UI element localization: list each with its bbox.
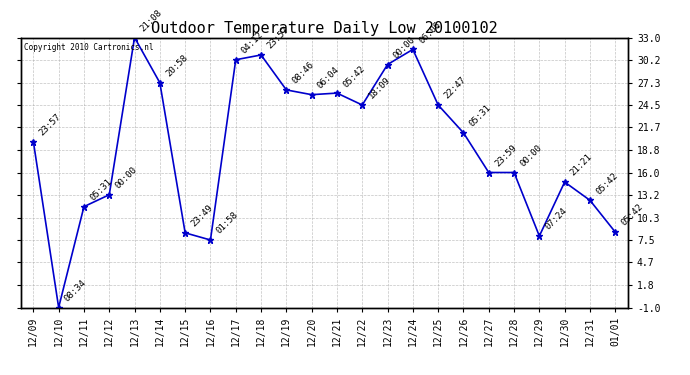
Text: 01:58: 01:58: [215, 210, 240, 236]
Text: 07:24: 07:24: [544, 207, 569, 232]
Text: 00:00: 00:00: [392, 35, 417, 60]
Text: 20:58: 20:58: [164, 53, 189, 79]
Text: 05:31: 05:31: [88, 177, 113, 203]
Text: 18:09: 18:09: [366, 75, 392, 101]
Text: 08:34: 08:34: [63, 278, 88, 303]
Text: Copyright 2010 Cartronics.nl: Copyright 2010 Cartronics.nl: [23, 43, 153, 52]
Text: 00:00: 00:00: [518, 143, 544, 168]
Text: 21:08: 21:08: [139, 8, 164, 33]
Text: 23:57: 23:57: [265, 26, 290, 51]
Text: 04:12: 04:12: [240, 30, 265, 56]
Text: 05:42: 05:42: [341, 63, 366, 89]
Text: 22:47: 22:47: [442, 75, 468, 101]
Title: Outdoor Temperature Daily Low 20100102: Outdoor Temperature Daily Low 20100102: [151, 21, 497, 36]
Text: 06:04: 06:04: [316, 65, 341, 90]
Text: 08:46: 08:46: [290, 60, 316, 86]
Text: 05:42: 05:42: [594, 171, 620, 196]
Text: 05:31: 05:31: [468, 103, 493, 129]
Text: 05:42: 05:42: [620, 202, 644, 228]
Text: 23:59: 23:59: [493, 143, 518, 168]
Text: 00:00: 00:00: [113, 165, 139, 190]
Text: 23:49: 23:49: [189, 203, 215, 229]
Text: 06:06: 06:06: [417, 20, 442, 45]
Text: 21:21: 21:21: [569, 153, 594, 178]
Text: 23:57: 23:57: [37, 112, 63, 137]
